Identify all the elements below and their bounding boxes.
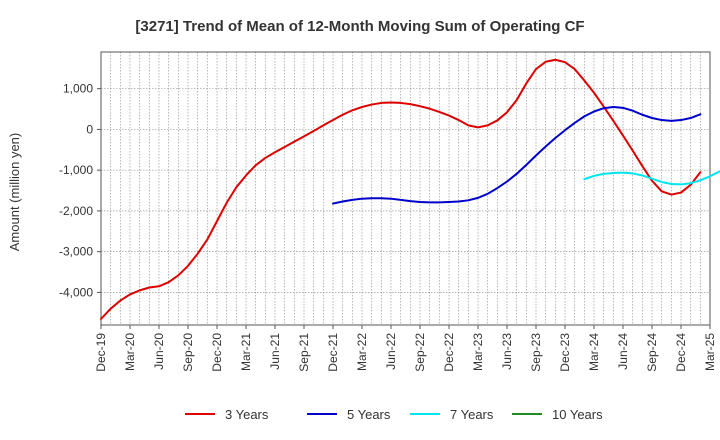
legend-label-5-years: 5 Years — [347, 407, 391, 422]
x-tick-label: Jun-21 — [268, 333, 282, 370]
x-tick-label: Jun-20 — [152, 333, 166, 370]
chart-title: [3271] Trend of Mean of 12-Month Moving … — [135, 18, 584, 35]
axes — [101, 52, 710, 325]
x-tick-label: Sep-23 — [529, 333, 543, 372]
x-tick-label: Mar-23 — [471, 333, 485, 371]
legend-label-7-years: 7 Years — [450, 407, 494, 422]
y-tick-label: -2,000 — [59, 204, 93, 218]
chart-svg: [3271] Trend of Mean of 12-Month Moving … — [0, 0, 720, 440]
x-tick-label: Mar-21 — [239, 333, 253, 371]
x-tick-label: Sep-20 — [181, 333, 195, 372]
x-tick-label: Sep-24 — [645, 333, 659, 372]
x-tick-labels: Dec-19 Mar-20 Jun-20 Sep-20 Dec-20 Mar-21 Jun-… — [94, 325, 717, 372]
x-tick-label: Sep-21 — [297, 333, 311, 372]
x-tick-label: Jun-24 — [616, 333, 630, 370]
x-tick-label: Dec-21 — [326, 333, 340, 372]
y-tick-label: 0 — [86, 122, 93, 136]
x-tick-label: Dec-24 — [674, 333, 688, 372]
x-tick-label: Mar-20 — [123, 333, 137, 371]
y-tick-label: 1,000 — [63, 82, 93, 96]
legend: 3 Years 5 Years 7 Years 10 Years — [185, 407, 603, 422]
y-tick-label: -3,000 — [59, 245, 93, 259]
grid-lines — [101, 52, 710, 325]
x-tick-label: Dec-23 — [558, 333, 572, 372]
x-tick-label: Dec-22 — [442, 333, 456, 372]
x-tick-label: Dec-20 — [210, 333, 224, 372]
x-tick-label: Mar-22 — [355, 333, 369, 371]
x-tick-label: Jun-22 — [384, 333, 398, 370]
x-tick-label: Dec-19 — [94, 333, 108, 372]
legend-label-3-years: 3 Years — [225, 407, 269, 422]
x-tick-label: Mar-25 — [703, 333, 717, 371]
x-tick-label: Sep-22 — [413, 333, 427, 372]
y-tick-label: -1,000 — [59, 163, 93, 177]
y-tick-label: -4,000 — [59, 285, 93, 299]
x-tick-label: Jun-23 — [500, 333, 514, 370]
plot-frame — [101, 52, 710, 325]
y-tick-labels: -4,000 -3,000 -2,000 -1,000 0 1,000 — [59, 82, 101, 300]
legend-label-10-years: 10 Years — [552, 407, 603, 422]
x-tick-label: Mar-24 — [587, 333, 601, 371]
y-axis-label: Amount (million yen) — [7, 133, 22, 252]
